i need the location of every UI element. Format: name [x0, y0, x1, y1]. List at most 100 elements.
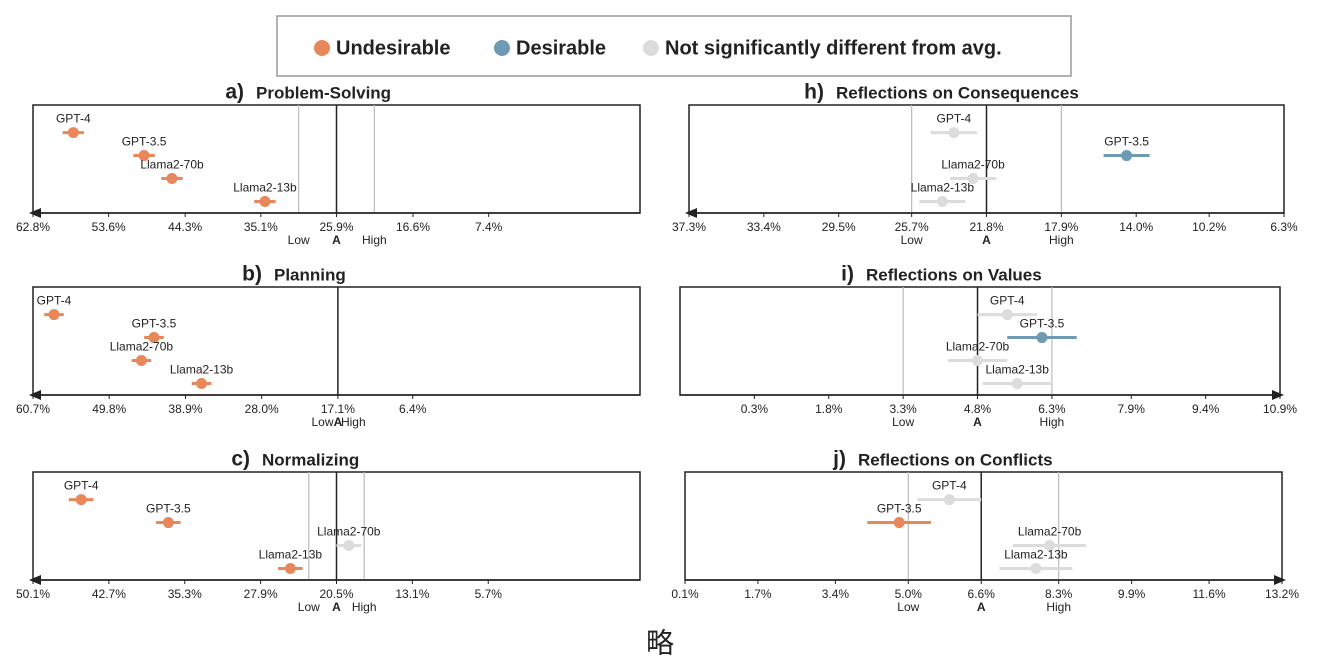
average-label: A: [973, 415, 982, 429]
x-tick-label: 28.0%: [245, 402, 279, 416]
x-tick-label: 6.3%: [1270, 220, 1298, 234]
panel-title: Planning: [274, 265, 346, 284]
model-label: Llama2-70b: [946, 340, 1010, 354]
x-tick-label: 25.9%: [319, 220, 353, 234]
panel-label: a): [225, 81, 244, 104]
average-label: A: [332, 233, 341, 247]
x-tick-label: 6.4%: [399, 402, 427, 416]
model-label: Llama2-70b: [110, 340, 174, 354]
legend-marker: [314, 40, 330, 56]
legend-label: Undesirable: [336, 37, 450, 59]
point: [943, 494, 955, 506]
x-tick-label: 53.6%: [92, 220, 126, 234]
model-label: Llama2-70b: [1018, 525, 1082, 539]
point: [196, 378, 208, 390]
x-tick-label: 1.7%: [744, 587, 772, 601]
model-label: GPT-4: [64, 479, 99, 493]
point: [162, 517, 174, 529]
caption: 略: [646, 627, 674, 660]
legend-label: Not significantly different from avg.: [665, 37, 1002, 59]
panel-title: Reflections on Values: [866, 265, 1042, 284]
x-tick-label: 0.1%: [671, 587, 699, 601]
model-label: GPT-3.5: [1020, 317, 1065, 331]
high-label: High: [1046, 600, 1071, 614]
x-tick-label: 3.4%: [822, 587, 850, 601]
x-tick-label: 29.5%: [822, 220, 856, 234]
x-tick-label: 9.9%: [1118, 587, 1146, 601]
axis-arrow: [29, 208, 41, 218]
point: [972, 355, 984, 367]
x-tick-label: 38.9%: [168, 402, 202, 416]
x-tick-label: 5.7%: [475, 587, 503, 601]
model-label: Llama2-70b: [140, 158, 204, 172]
x-tick-label: 50.1%: [16, 587, 50, 601]
legend-marker: [643, 40, 659, 56]
x-tick-label: 5.0%: [895, 587, 923, 601]
x-tick-label: 13.2%: [1265, 587, 1299, 601]
axis-arrow: [29, 390, 41, 400]
legend-box: [276, 15, 1072, 77]
model-label: Llama2-13b: [170, 363, 234, 377]
model-label: GPT-3.5: [122, 135, 167, 149]
point: [48, 309, 60, 321]
panel-title: Problem-Solving: [256, 83, 391, 102]
x-tick-label: 6.3%: [1038, 402, 1066, 416]
point: [135, 355, 147, 367]
point: [936, 196, 948, 208]
x-tick-label: 9.4%: [1192, 402, 1220, 416]
panel-box: [684, 471, 1283, 581]
panel-title: Reflections on Conflicts: [858, 450, 1053, 469]
model-label: GPT-4: [37, 294, 72, 308]
panel-label: b): [242, 263, 262, 286]
model-label: GPT-4: [56, 112, 91, 126]
point: [1011, 378, 1023, 390]
low-label: Low: [288, 233, 310, 247]
x-tick-label: 21.8%: [969, 220, 1003, 234]
low-label: Low: [897, 600, 919, 614]
x-tick-label: 16.6%: [396, 220, 430, 234]
x-tick-label: 10.9%: [1263, 402, 1297, 416]
average-label: A: [977, 600, 986, 614]
model-label: GPT-3.5: [132, 317, 177, 331]
model-label: GPT-4: [932, 479, 967, 493]
point: [166, 173, 178, 185]
high-label: High: [352, 600, 377, 614]
model-label: GPT-3.5: [877, 502, 922, 516]
high-label: High: [1040, 415, 1065, 429]
point: [138, 150, 150, 162]
legend-marker: [494, 40, 510, 56]
x-tick-label: 7.9%: [1118, 402, 1146, 416]
point: [1036, 332, 1048, 344]
model-label: GPT-3.5: [146, 502, 191, 516]
average-label: A: [332, 600, 341, 614]
low-label: Low: [892, 415, 914, 429]
high-label: High: [341, 415, 366, 429]
model-label: Llama2-13b: [233, 181, 297, 195]
x-tick-label: 42.7%: [92, 587, 126, 601]
axis-arrow: [685, 208, 697, 218]
model-label: Llama2-13b: [911, 181, 975, 195]
point: [1001, 309, 1013, 321]
low-label: Low: [298, 600, 320, 614]
low-label: Low: [901, 233, 923, 247]
x-tick-label: 17.9%: [1044, 220, 1078, 234]
point: [284, 563, 296, 575]
x-tick-label: 60.7%: [16, 402, 50, 416]
axis-arrow: [29, 575, 41, 585]
point: [67, 127, 79, 139]
point: [259, 196, 271, 208]
x-tick-label: 49.8%: [92, 402, 126, 416]
x-tick-label: 0.3%: [741, 402, 769, 416]
point: [967, 173, 979, 185]
model-label: GPT-4: [937, 112, 972, 126]
point: [148, 332, 160, 344]
x-tick-label: 20.5%: [319, 587, 353, 601]
point: [948, 127, 960, 139]
panel-title: Reflections on Consequences: [836, 83, 1079, 102]
point: [893, 517, 905, 529]
legend-label: Desirable: [516, 37, 606, 59]
x-tick-label: 62.8%: [16, 220, 50, 234]
panel-label: j): [832, 448, 846, 471]
model-label: Llama2-13b: [259, 548, 323, 562]
x-tick-label: 4.8%: [964, 402, 992, 416]
